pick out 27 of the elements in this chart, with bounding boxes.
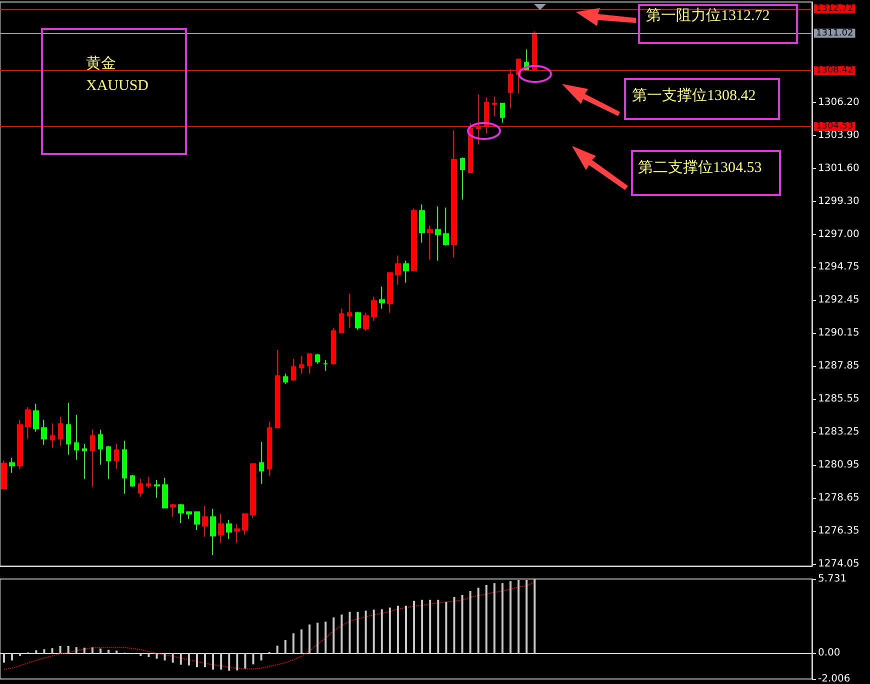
y-tick-label: 1274.05 <box>818 558 860 570</box>
ref-line-label: 1312.72 <box>816 4 854 14</box>
ref-line-label: 1308.42 <box>816 66 854 76</box>
annotation: 第一支撑位1308.42 <box>632 88 756 105</box>
y-tick-label: 1299.30 <box>818 196 860 208</box>
annotation: 第一阻力位1312.72 <box>646 8 770 25</box>
y-tick-label: -2.006 <box>818 674 850 684</box>
y-tick-label: 1276.35 <box>818 525 860 536</box>
ref-line-label: 1304.53 <box>816 121 854 132</box>
annotation: 黄金 <box>86 56 116 73</box>
y-tick-label: 1297.00 <box>818 229 860 240</box>
y-tick-label: 1292.45 <box>818 294 860 306</box>
y-tick-label: 0.00 <box>818 648 840 659</box>
annotation: 第二支撑位1304.53 <box>638 160 762 177</box>
y-tick-label: 1283.25 <box>818 426 860 438</box>
y-tick-label: 1301.60 <box>818 163 860 174</box>
y-tick-label: 1303.90 <box>818 130 860 141</box>
y-tick-label: 1306.20 <box>818 96 860 108</box>
y-tick-label: 1287.85 <box>818 360 860 372</box>
y-tick-label: 1278.65 <box>818 492 860 504</box>
y-tick-label: 1290.15 <box>818 327 860 338</box>
y-tick-label: 5.731 <box>818 574 847 584</box>
y-tick-label: 1294.75 <box>818 261 860 272</box>
y-tick-label: 1280.95 <box>818 459 860 470</box>
ref-line-label: 1311.02 <box>816 28 854 38</box>
annotation: XAUUSD <box>86 78 149 95</box>
y-tick-label: 1285.55 <box>818 393 860 404</box>
